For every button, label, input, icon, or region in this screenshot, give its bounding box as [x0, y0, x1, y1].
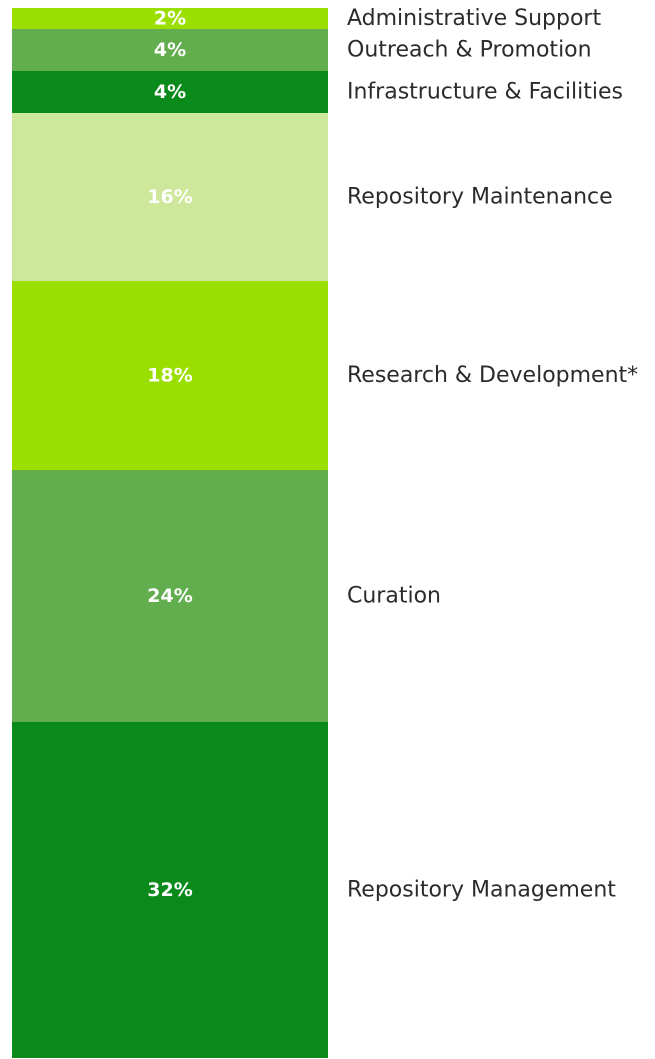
bar-segment	[12, 281, 328, 470]
segment-value-label: 24%	[147, 585, 192, 607]
bar-segment	[12, 722, 328, 1058]
segment-value-label: 4%	[154, 39, 186, 61]
segment-value-label: 16%	[147, 186, 192, 208]
segment-category-label: Repository Management	[347, 878, 616, 903]
bar-segment	[12, 71, 328, 113]
segment-category-label: Curation	[347, 584, 441, 609]
segment-value-label: 18%	[147, 365, 192, 387]
segment-category-label: Repository Maintenance	[347, 185, 613, 210]
segment-category-label: Infrastructure & Facilities	[347, 80, 623, 105]
segment-value-label: 32%	[147, 879, 192, 901]
segment-category-label: Outreach & Promotion	[347, 38, 592, 63]
bar-segment	[12, 8, 328, 29]
segment-category-label: Research & Development*	[347, 363, 638, 388]
bar-segment	[12, 470, 328, 722]
segment-category-label: Administrative Support	[347, 6, 601, 31]
bar-segment	[12, 113, 328, 281]
bar-segment	[12, 29, 328, 71]
segment-value-label: 2%	[154, 8, 186, 30]
segment-value-label: 4%	[154, 81, 186, 103]
